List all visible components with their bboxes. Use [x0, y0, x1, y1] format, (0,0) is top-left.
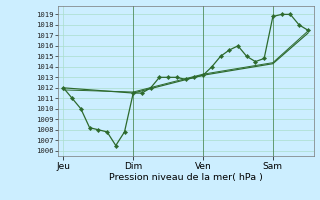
X-axis label: Pression niveau de la mer( hPa ): Pression niveau de la mer( hPa ) [109, 173, 262, 182]
